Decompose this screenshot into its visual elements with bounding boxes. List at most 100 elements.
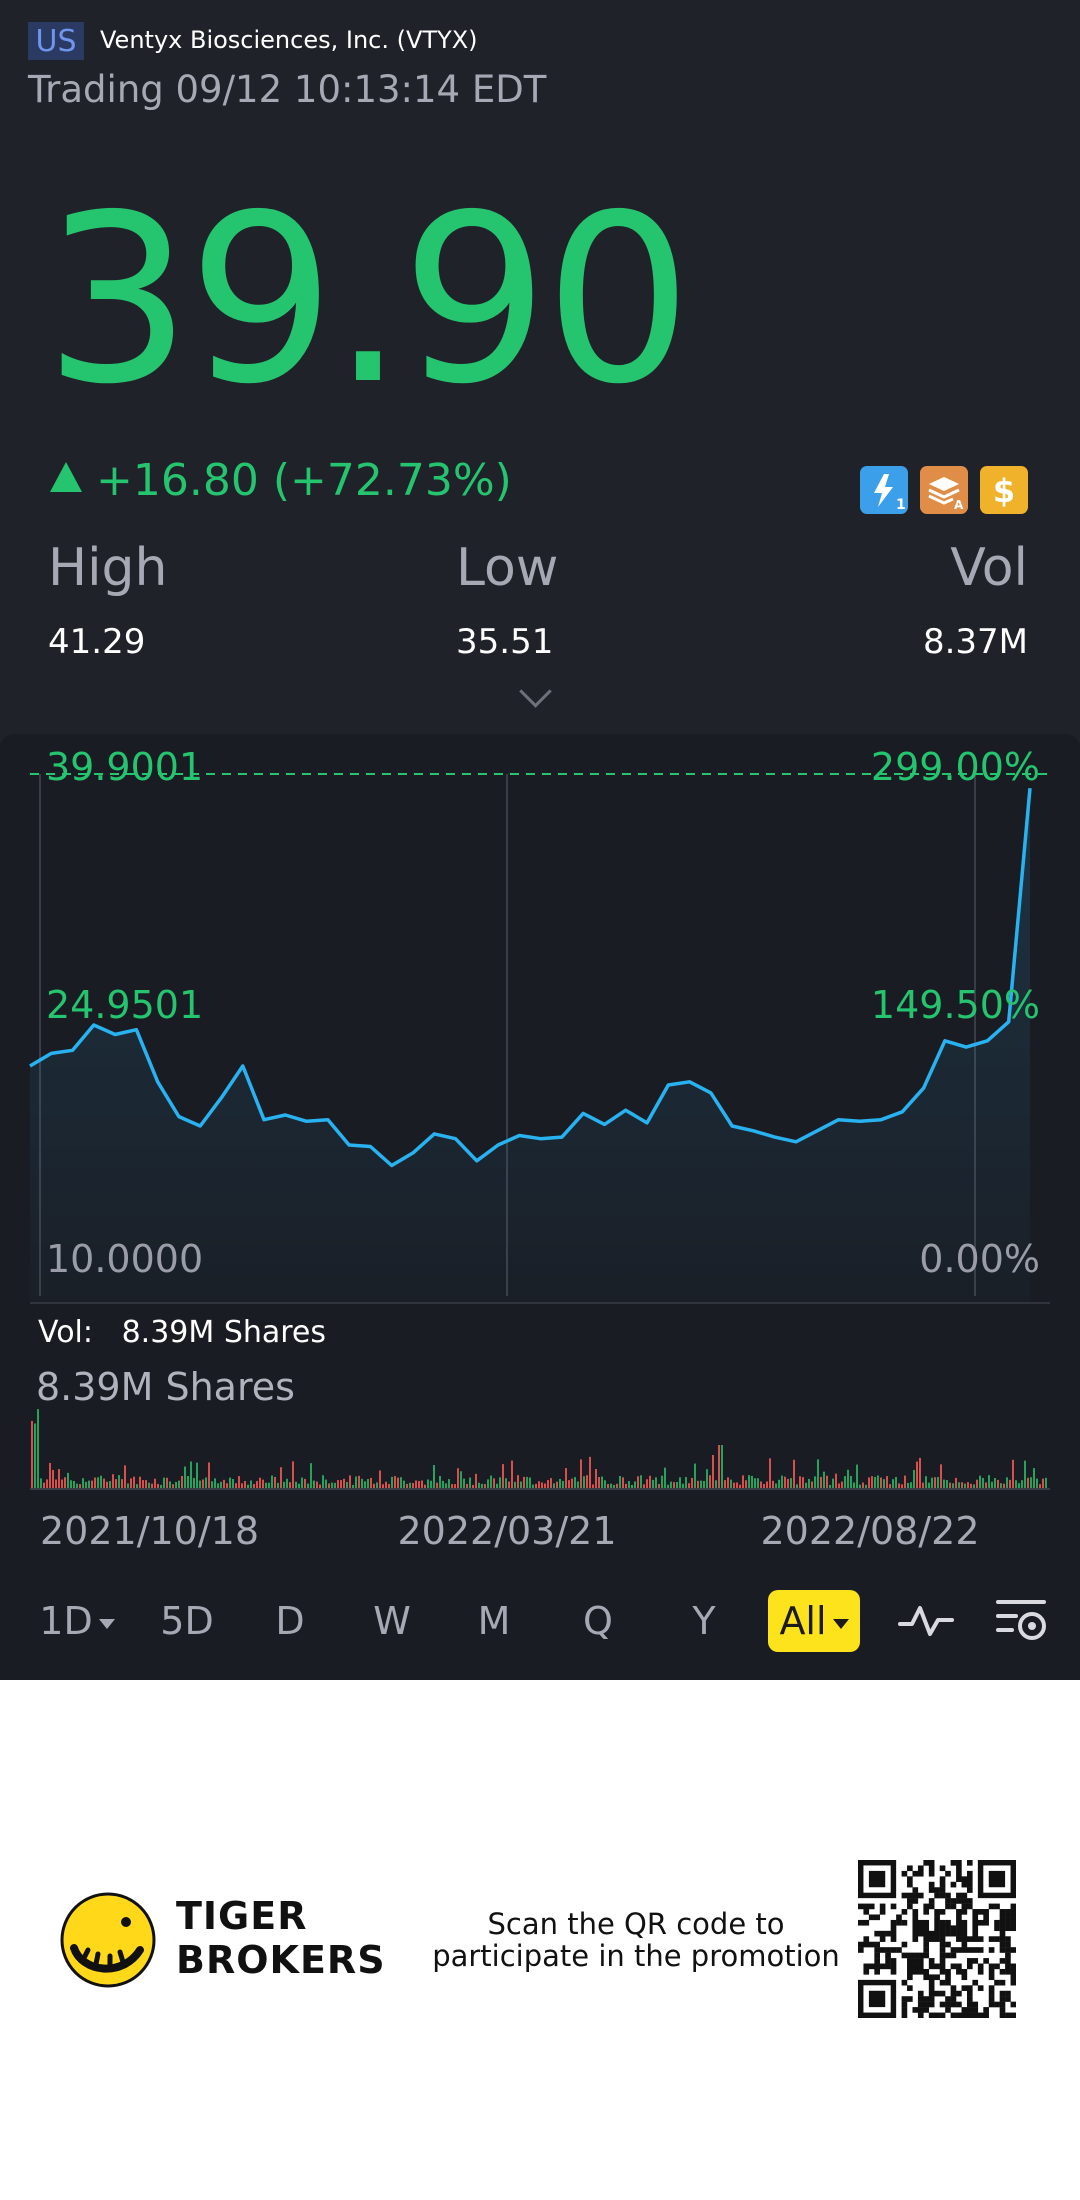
volume-bar [154, 1478, 156, 1489]
volume-bar [610, 1483, 612, 1489]
volume-bar [895, 1476, 897, 1489]
volume-bar [100, 1475, 102, 1489]
volume-bar [184, 1466, 186, 1489]
volume-bar [157, 1483, 159, 1489]
volume-bar [937, 1477, 939, 1489]
tab-year[interactable]: Y [692, 1599, 716, 1643]
tiger-brokers-logo [60, 1892, 156, 1988]
volume-bar [478, 1482, 480, 1489]
volume-bar [91, 1480, 93, 1489]
education-book-icon[interactable]: A [920, 466, 968, 514]
volume-bar [262, 1479, 264, 1489]
volume-bar [37, 1409, 39, 1489]
volume-bar [289, 1482, 291, 1489]
volume-bar [196, 1462, 198, 1489]
volume-bar [106, 1481, 108, 1489]
volume-bar [868, 1477, 870, 1489]
volume-bar [76, 1483, 78, 1489]
volume-bar [766, 1481, 768, 1489]
volume-bar [604, 1480, 606, 1489]
tab-all[interactable]: All [768, 1590, 860, 1652]
volume-bar [634, 1481, 636, 1489]
volume-bar [55, 1479, 57, 1489]
volume-bar [922, 1482, 924, 1489]
stock-name: Ventyx Biosciences, Inc. (VTYX) [100, 26, 478, 54]
volume-bar [433, 1464, 435, 1489]
volume-bar [442, 1480, 444, 1489]
volume-bar [373, 1483, 375, 1489]
volume-bar [244, 1480, 246, 1489]
tab-month[interactable]: M [477, 1599, 511, 1643]
volume-bar [223, 1479, 225, 1489]
volume-bar [904, 1475, 906, 1489]
volume-bar [367, 1479, 369, 1489]
volume-bar [88, 1480, 90, 1489]
dollar-icon[interactable]: $ [980, 466, 1028, 514]
volume-bar [946, 1479, 948, 1489]
tab-week[interactable]: W [373, 1599, 411, 1643]
volume-bar [400, 1477, 402, 1489]
tab-day[interactable]: D [275, 1599, 305, 1643]
price-chart[interactable]: 39.9001 24.9501 10.0000 299.00% 149.50% … [0, 734, 1080, 1680]
volume-bar [883, 1479, 885, 1489]
volume-bar [235, 1483, 237, 1489]
volume-bar [655, 1477, 657, 1489]
volume-bar [274, 1476, 276, 1489]
volume-bar [943, 1479, 945, 1489]
chart-panel[interactable]: 39.9001 24.9501 10.0000 299.00% 149.50% … [0, 734, 1080, 1680]
volume-bar [1021, 1480, 1023, 1489]
x-axis-label-start: 2021/10/18 [40, 1509, 259, 1553]
volume-bar [301, 1477, 303, 1489]
volume-bar [736, 1482, 738, 1489]
chart-settings-icon[interactable] [994, 1594, 1050, 1646]
volume-bar [667, 1484, 669, 1489]
volume-bar [892, 1479, 894, 1489]
volume-bar [466, 1484, 468, 1489]
flash-level1-icon[interactable]: 1 [860, 466, 908, 514]
volume-bar [781, 1475, 783, 1489]
tab-quarter[interactable]: Q [583, 1599, 613, 1643]
low-label: Low [456, 538, 559, 598]
volume-bar [835, 1473, 837, 1489]
volume-bar [457, 1468, 459, 1489]
tab-all-label: All [779, 1599, 827, 1643]
volume-bar [1027, 1477, 1029, 1489]
volume-bar [208, 1462, 210, 1489]
volume-bar [109, 1481, 111, 1489]
volume-bar [364, 1481, 366, 1489]
volume-bar [952, 1483, 954, 1489]
tab-1d[interactable]: 1D [34, 1590, 120, 1652]
volume-bar [163, 1477, 165, 1489]
volume-bar [727, 1477, 729, 1489]
volume-bar [43, 1482, 45, 1489]
tab-5d[interactable]: 5D [160, 1599, 214, 1643]
volume-bar [571, 1478, 573, 1489]
volume-bar [379, 1470, 381, 1489]
volume-bar [133, 1476, 135, 1489]
volume-bar [229, 1477, 231, 1489]
volume-bar [451, 1484, 453, 1489]
volume-bar [280, 1467, 282, 1489]
volume-bar [949, 1482, 951, 1489]
volume-bar [676, 1482, 678, 1489]
volume-bar [376, 1482, 378, 1489]
volume-bar [880, 1477, 882, 1489]
volume-bar [334, 1482, 336, 1489]
indicator-icon[interactable] [896, 1594, 956, 1646]
volume-bar [361, 1478, 363, 1489]
volume-bar [145, 1480, 147, 1489]
volume-bar [214, 1478, 216, 1489]
volume-bar [445, 1483, 447, 1489]
volume-bar [61, 1479, 63, 1489]
volume-bar [118, 1475, 120, 1489]
volume-bar [403, 1480, 405, 1489]
volume-bar [808, 1478, 810, 1489]
volume-bar [148, 1482, 150, 1489]
y-axis-pct-bottom: 0.00% [919, 1237, 1040, 1281]
volume-bar [877, 1475, 879, 1489]
volume-bar [556, 1481, 558, 1489]
chevron-down-icon[interactable] [519, 675, 552, 708]
volume-bar [391, 1476, 393, 1489]
volume-bar [94, 1477, 96, 1489]
volume-bar [685, 1477, 687, 1489]
